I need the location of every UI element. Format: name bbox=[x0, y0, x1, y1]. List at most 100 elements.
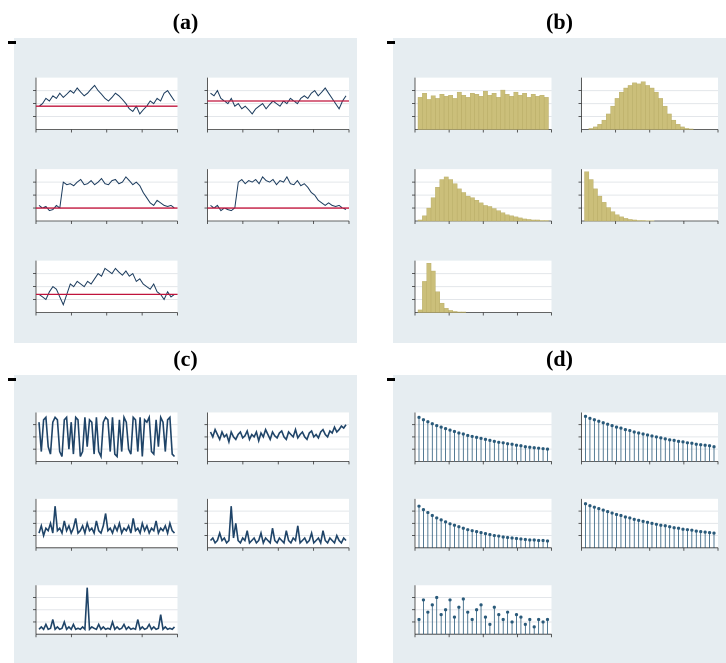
histogram-bar bbox=[487, 95, 493, 130]
stem-marker bbox=[619, 513, 623, 518]
stem bbox=[501, 617, 505, 635]
panel-title: (a) bbox=[173, 9, 199, 34]
stem-marker bbox=[583, 414, 588, 418]
panel-marker bbox=[8, 41, 16, 44]
histogram-bar bbox=[522, 93, 527, 130]
histogram-bar bbox=[522, 218, 527, 222]
stem bbox=[488, 622, 492, 635]
stem bbox=[694, 529, 698, 548]
stem-marker bbox=[541, 620, 545, 624]
histogram-bar bbox=[435, 187, 440, 222]
stem bbox=[443, 426, 448, 462]
stem bbox=[523, 537, 527, 548]
stem bbox=[506, 610, 510, 635]
stem-marker bbox=[663, 524, 667, 528]
histogram-bar bbox=[417, 309, 423, 313]
stem bbox=[663, 524, 667, 548]
histogram-bar bbox=[627, 219, 633, 222]
stem bbox=[619, 426, 623, 462]
stem-marker bbox=[523, 622, 527, 627]
histogram-bar bbox=[513, 91, 519, 130]
stem bbox=[532, 625, 536, 635]
histogram-bar bbox=[439, 179, 445, 222]
stem-marker bbox=[690, 441, 694, 445]
stem-marker bbox=[703, 443, 707, 447]
histogram-bar bbox=[426, 263, 432, 313]
histogram-bar bbox=[439, 302, 445, 313]
stem-marker bbox=[417, 617, 421, 622]
histogram-bar bbox=[597, 195, 603, 222]
stem bbox=[545, 447, 550, 462]
stem bbox=[497, 534, 501, 548]
stem bbox=[681, 527, 685, 548]
stem bbox=[506, 535, 510, 548]
stem bbox=[443, 520, 448, 548]
histogram-bar bbox=[487, 206, 493, 222]
series-line bbox=[38, 506, 176, 539]
stem-marker bbox=[592, 505, 596, 509]
stem-marker bbox=[619, 426, 623, 430]
stem bbox=[623, 515, 627, 548]
stem bbox=[452, 523, 457, 548]
histogram-bar bbox=[539, 220, 545, 222]
histogram-bar bbox=[535, 219, 541, 222]
stem bbox=[676, 439, 681, 462]
stem bbox=[668, 525, 672, 548]
stem bbox=[583, 414, 588, 462]
stem bbox=[645, 520, 650, 548]
histogram-bar bbox=[456, 311, 462, 313]
stem-marker bbox=[488, 438, 492, 442]
stem-marker bbox=[497, 613, 501, 617]
histogram-bar bbox=[504, 94, 510, 130]
stem bbox=[488, 532, 492, 548]
stem bbox=[479, 436, 483, 462]
stem bbox=[637, 431, 641, 462]
histogram-bar bbox=[491, 93, 497, 130]
stem bbox=[650, 521, 654, 548]
histogram-bar bbox=[593, 126, 598, 130]
histogram-bar bbox=[614, 214, 620, 222]
histogram-bar bbox=[526, 97, 532, 130]
stem-marker bbox=[466, 433, 470, 438]
stem-marker bbox=[510, 620, 514, 624]
histogram-bar bbox=[684, 128, 690, 130]
stem-marker bbox=[637, 431, 641, 435]
stem-marker bbox=[685, 441, 690, 445]
stem bbox=[457, 605, 461, 635]
stem bbox=[541, 620, 545, 635]
stem-marker bbox=[435, 424, 439, 428]
histogram-bar bbox=[601, 202, 607, 222]
histogram-bar bbox=[588, 179, 594, 222]
stem bbox=[506, 442, 510, 462]
histogram-bar bbox=[658, 98, 664, 130]
stem bbox=[461, 526, 465, 548]
stem-marker bbox=[497, 440, 501, 444]
stem-marker bbox=[623, 427, 627, 432]
stem bbox=[707, 444, 712, 462]
stem bbox=[654, 435, 658, 462]
histogram-bar bbox=[610, 105, 616, 130]
stem-marker bbox=[659, 523, 663, 527]
stem-marker bbox=[519, 615, 523, 619]
stem-marker bbox=[426, 610, 430, 614]
stem bbox=[676, 526, 681, 548]
stem-marker bbox=[448, 522, 452, 526]
histogram-bar bbox=[478, 202, 484, 222]
stem bbox=[528, 617, 532, 635]
stem-marker bbox=[532, 625, 536, 629]
histogram-bar bbox=[470, 93, 475, 130]
histogram-bar bbox=[614, 98, 620, 130]
stem-marker bbox=[545, 447, 550, 451]
stem bbox=[672, 526, 676, 548]
stem-marker bbox=[588, 504, 592, 508]
stem-marker bbox=[650, 521, 654, 525]
stem-marker bbox=[501, 617, 505, 622]
stem bbox=[628, 516, 632, 548]
stem-marker bbox=[501, 535, 505, 539]
histogram-bar bbox=[688, 128, 694, 130]
stem bbox=[466, 433, 470, 462]
stem bbox=[492, 439, 496, 462]
histogram-bar bbox=[619, 91, 624, 130]
stem bbox=[601, 421, 605, 462]
stem bbox=[597, 507, 601, 548]
